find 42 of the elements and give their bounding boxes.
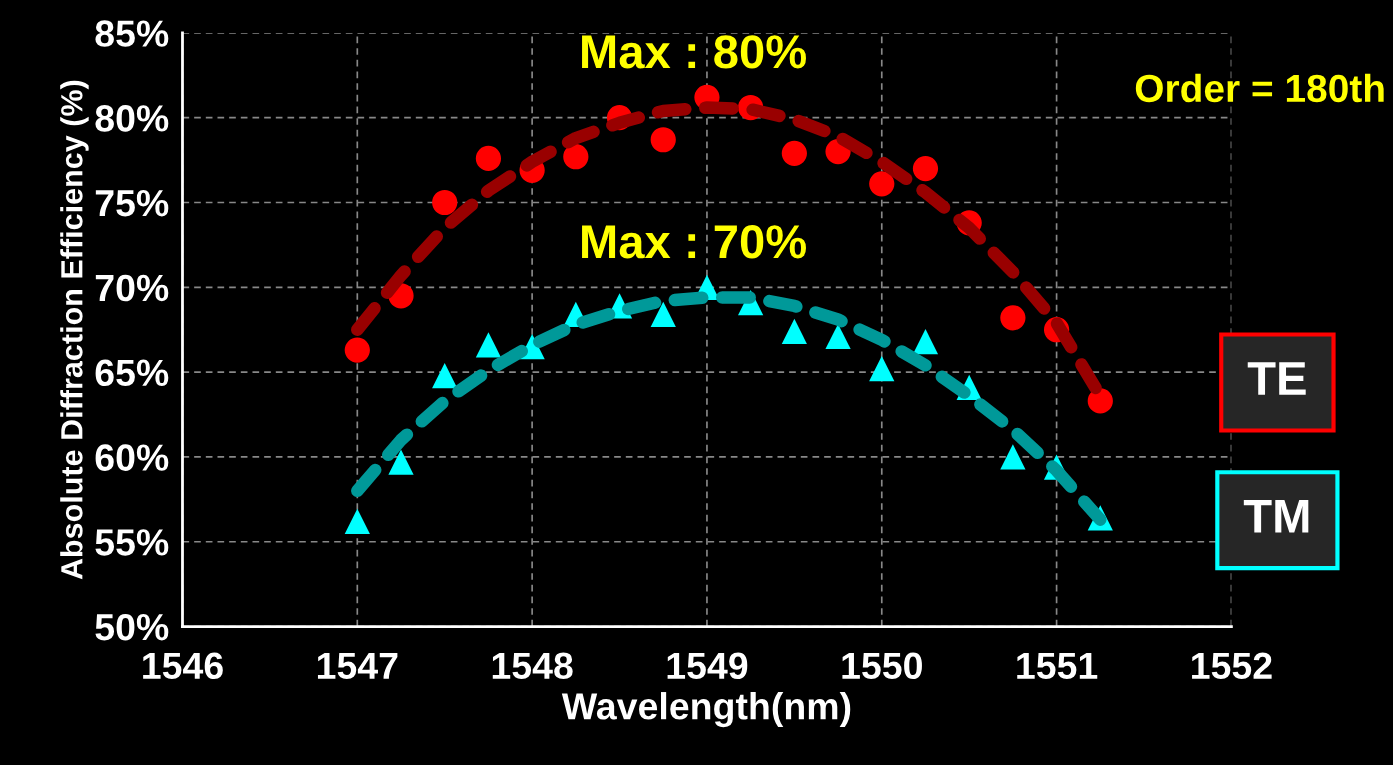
y-axis-title: Absolute Diffraction Efficiency (%) xyxy=(60,80,89,580)
point xyxy=(344,508,370,534)
point xyxy=(825,323,851,350)
point xyxy=(869,356,895,382)
point xyxy=(1000,305,1026,331)
point xyxy=(869,171,895,197)
point xyxy=(563,144,589,170)
y-tick-label: 65% xyxy=(95,359,169,387)
point xyxy=(650,301,676,328)
point xyxy=(344,337,370,363)
text: TE xyxy=(1247,362,1306,395)
annotation: Max : 80% xyxy=(582,35,806,69)
point xyxy=(1000,444,1026,470)
y-tick-label: 60% xyxy=(95,444,169,471)
y-tick-label: 80% xyxy=(95,105,169,132)
point xyxy=(388,449,414,475)
point xyxy=(781,140,807,166)
text: TM xyxy=(1243,499,1309,533)
point xyxy=(475,145,502,172)
x-axis-title: Wavelength(nm) xyxy=(561,692,851,728)
x-tick-label: 1550 xyxy=(842,652,922,680)
point xyxy=(432,189,458,216)
x-tick-label: 1546 xyxy=(143,652,223,680)
y-tick-label: 55% xyxy=(95,529,169,556)
point xyxy=(912,328,939,355)
point xyxy=(650,127,676,153)
x-tick-label: 1548 xyxy=(492,652,573,680)
annotation: Max : 70% xyxy=(582,225,806,259)
x-tick-label: 1549 xyxy=(667,652,748,680)
y-tick-label: 85% xyxy=(95,20,169,47)
x-tick-label: 1551 xyxy=(1017,652,1098,680)
y-tick-label: 50% xyxy=(95,613,169,641)
x-tick-label: 1552 xyxy=(1192,652,1272,680)
x-tick-label: 1547 xyxy=(317,652,398,680)
point xyxy=(912,155,939,182)
annotation: Order = 180th xyxy=(1135,73,1384,103)
y-tick-label: 70% xyxy=(95,274,169,302)
y-tick-label: 75% xyxy=(95,190,169,217)
point xyxy=(475,332,502,358)
point xyxy=(432,362,458,389)
point xyxy=(781,318,807,345)
point xyxy=(1087,388,1113,414)
